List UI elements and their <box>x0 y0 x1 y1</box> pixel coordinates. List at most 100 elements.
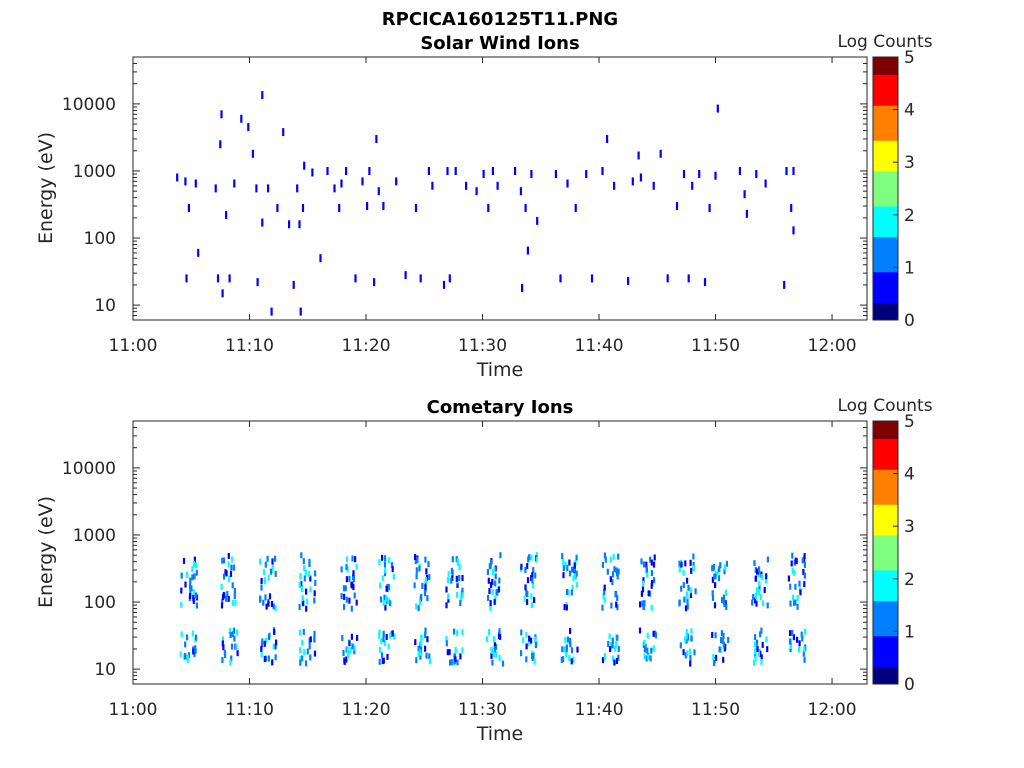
colorbar-segment <box>873 179 898 185</box>
data-cell <box>525 656 528 663</box>
colorbar-segment <box>873 670 898 676</box>
data-cell <box>414 639 417 646</box>
data-cell <box>288 220 291 229</box>
colorbar-segment <box>873 605 898 610</box>
data-cell <box>649 556 652 563</box>
data-cell <box>377 187 380 196</box>
data-cell <box>753 560 756 567</box>
data-cell <box>456 591 459 598</box>
data-cell <box>640 590 643 597</box>
data-cell <box>703 278 707 287</box>
colorbar-segment <box>873 591 898 597</box>
data-cell <box>193 573 196 580</box>
data-cell <box>442 280 446 289</box>
data-cell <box>261 91 264 100</box>
colorbar-segment <box>873 184 898 189</box>
data-cell <box>298 582 301 588</box>
data-cell <box>766 602 769 609</box>
data-cell <box>298 220 301 229</box>
data-cell <box>803 561 806 568</box>
data-cell <box>385 595 388 602</box>
data-cell <box>522 637 525 644</box>
data-cell <box>263 656 266 662</box>
data-cell <box>652 630 655 637</box>
data-cell <box>303 161 306 170</box>
data-cell <box>785 167 788 175</box>
data-cell <box>299 573 302 580</box>
data-cell <box>449 659 452 666</box>
data-cell <box>176 173 179 182</box>
data-cell <box>235 644 238 650</box>
data-cell <box>720 637 723 643</box>
data-cell <box>498 577 501 584</box>
data-cell <box>616 604 619 611</box>
data-cell <box>390 562 394 569</box>
data-cell <box>604 556 607 563</box>
colorbar-segment <box>873 157 898 163</box>
data-cell <box>689 587 692 594</box>
colorbar-segment <box>873 70 898 76</box>
colorbar-segment <box>873 613 898 619</box>
data-cell <box>461 629 464 636</box>
data-cell <box>192 589 195 595</box>
cometary-spectrogram <box>179 552 807 667</box>
colorbar-tick-label: 1 <box>904 622 915 642</box>
data-cell <box>796 636 799 643</box>
data-cell <box>711 594 715 601</box>
data-cell <box>717 575 721 582</box>
data-cell <box>182 557 186 564</box>
colorbar-frame <box>872 420 899 685</box>
data-cell <box>498 628 501 635</box>
data-cell <box>566 179 569 188</box>
data-cell <box>180 587 183 594</box>
data-cell <box>491 647 494 654</box>
data-cell <box>801 557 804 564</box>
data-cell <box>341 635 344 642</box>
data-cell <box>713 602 717 609</box>
data-cell <box>488 588 491 595</box>
data-cell <box>568 654 571 661</box>
data-cell <box>300 581 303 588</box>
colorbar-segment <box>873 425 898 431</box>
data-cell <box>391 630 394 637</box>
colorbar-segment <box>873 600 898 606</box>
data-cell <box>684 560 687 567</box>
data-cell <box>313 650 317 657</box>
data-cell <box>496 181 499 190</box>
data-cell <box>486 636 489 643</box>
data-cell <box>195 569 198 576</box>
data-cell <box>525 631 528 638</box>
data-cell <box>520 563 523 570</box>
data-cell <box>459 595 462 602</box>
data-cell <box>445 635 448 642</box>
data-cell <box>722 641 725 648</box>
data-cell <box>195 602 198 609</box>
data-cell <box>306 598 309 605</box>
colorbar-tick-label: 1 <box>904 258 915 278</box>
data-cell <box>368 167 371 175</box>
data-cell <box>524 584 527 591</box>
data-cell <box>226 591 229 597</box>
plot-frame <box>132 56 868 321</box>
data-cell <box>229 659 232 666</box>
data-cell <box>220 602 224 609</box>
data-cell <box>783 280 786 289</box>
data-cell <box>381 554 384 561</box>
data-cell <box>611 642 614 649</box>
data-cell <box>533 597 536 604</box>
colorbar-segment <box>873 495 898 501</box>
data-cell <box>753 659 756 666</box>
data-cell <box>197 248 200 257</box>
data-cell <box>270 307 273 316</box>
data-cell <box>299 659 302 666</box>
data-cell <box>445 640 448 647</box>
data-cell <box>416 557 419 564</box>
data-cell <box>450 577 453 584</box>
data-cell <box>530 170 533 178</box>
data-cell <box>495 589 498 596</box>
colorbar-segment <box>873 486 898 492</box>
data-cell <box>526 598 529 605</box>
colorbar-segment <box>873 627 898 632</box>
data-cell <box>528 554 531 561</box>
data-cell <box>296 184 299 193</box>
